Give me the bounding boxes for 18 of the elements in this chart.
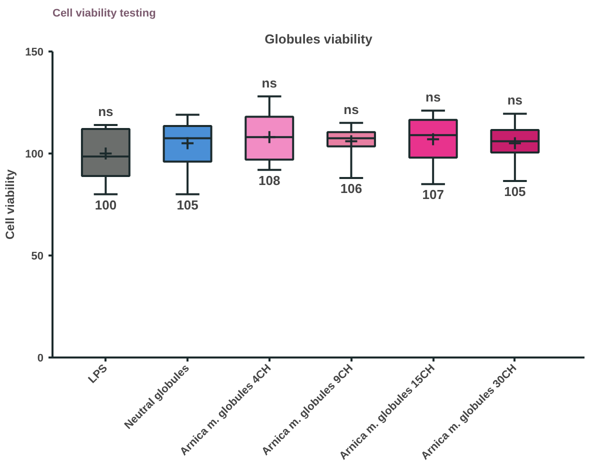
text: 105 [504, 184, 526, 200]
text: 106 [340, 180, 362, 196]
chart-title: Globules viability [264, 32, 374, 46]
text: 108 [258, 172, 280, 188]
y-tick-label: 150 [25, 46, 44, 58]
text: Cell viability testing [52, 8, 156, 20]
annotation: ns [344, 102, 359, 117]
text: 100 [94, 197, 117, 212]
y-tick-label: 50 [31, 250, 44, 262]
text: 107 [422, 187, 444, 202]
annotation: ns [98, 104, 114, 119]
annotation: ns [262, 75, 277, 90]
annotation: ns [507, 92, 523, 108]
y-tick-label: 100 [25, 148, 44, 160]
y-tick-label: 0 [37, 352, 44, 364]
text: 105 [176, 197, 198, 212]
y-axis-title: Cell viability [3, 169, 18, 240]
annotation: ns [426, 90, 441, 105]
